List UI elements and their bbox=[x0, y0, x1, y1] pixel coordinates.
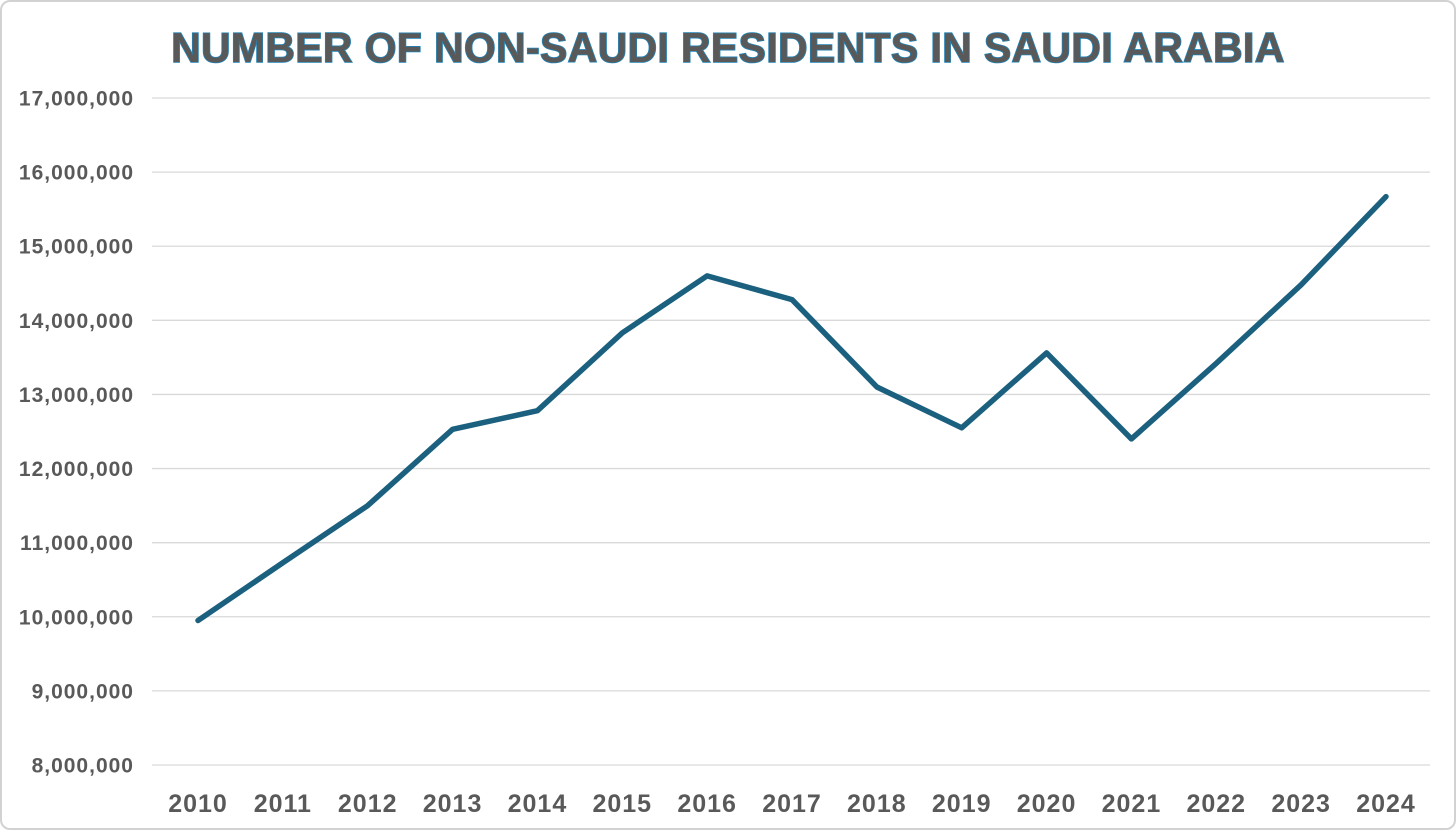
y-axis-tick-label: 10,000,000 bbox=[19, 606, 134, 629]
data-series-line bbox=[195, 193, 1389, 624]
y-axis-tick-label: 14,000,000 bbox=[19, 310, 134, 333]
x-axis-tick-label: 2018 bbox=[847, 790, 907, 818]
y-axis-tick-label: 13,000,000 bbox=[19, 384, 134, 407]
x-axis-tick-label: 2022 bbox=[1186, 790, 1246, 818]
x-axis-tick-label: 2016 bbox=[677, 790, 737, 818]
y-axis-tick-label: 8,000,000 bbox=[32, 755, 134, 778]
x-axis-tick-label: 2015 bbox=[592, 790, 652, 818]
x-axis-tick-label: 2024 bbox=[1356, 790, 1416, 818]
x-axis-tick-label: 2012 bbox=[338, 790, 398, 818]
y-axis-tick-label: 9,000,000 bbox=[32, 680, 134, 703]
y-axis-tick-label: 16,000,000 bbox=[19, 162, 134, 185]
y-axis-tick-label: 12,000,000 bbox=[19, 458, 134, 481]
y-axis-tick-label: 17,000,000 bbox=[19, 88, 134, 111]
y-axis-tick-label: 15,000,000 bbox=[19, 236, 134, 259]
chart-title: NUMBER OF NON-SAUDI RESIDENTS IN SAUDI A… bbox=[170, 23, 1285, 72]
x-axis-tick-label: 2010 bbox=[168, 790, 228, 818]
x-axis-tick-label: 2013 bbox=[423, 790, 483, 818]
x-axis-tick-label: 2023 bbox=[1271, 790, 1331, 818]
x-axis-tick-label: 2021 bbox=[1102, 790, 1162, 818]
x-axis-tick-label: 2014 bbox=[508, 790, 568, 818]
x-axis-tick-label: 2011 bbox=[254, 790, 312, 818]
x-axis-tick-label: 2020 bbox=[1017, 790, 1077, 818]
y-axis-tick-label: 11,000,000 bbox=[20, 532, 134, 555]
x-axis-tick-label: 2019 bbox=[932, 790, 992, 818]
x-axis-tick-label: 2017 bbox=[762, 790, 822, 818]
